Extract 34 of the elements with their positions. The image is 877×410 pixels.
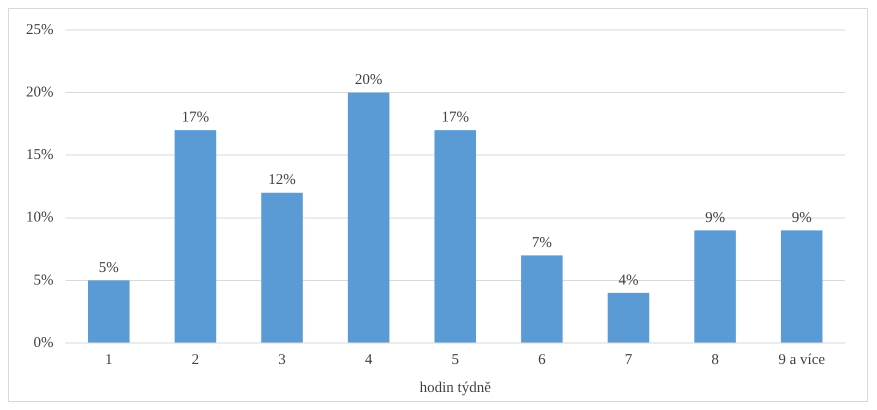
data-label: 9% xyxy=(705,210,726,226)
data-label: 12% xyxy=(268,172,296,188)
y-tick-label: 20% xyxy=(26,84,54,101)
data-label: 17% xyxy=(442,110,469,126)
x-tick-label: 8 xyxy=(711,352,719,368)
y-tick-label: 10% xyxy=(26,210,54,226)
x-tick-label: 9 a více xyxy=(778,352,826,368)
bar xyxy=(348,92,390,342)
y-tick-label: 0% xyxy=(33,334,54,351)
x-tick-label: 6 xyxy=(538,352,546,368)
bar xyxy=(174,130,216,342)
bar xyxy=(521,255,563,342)
data-label: 17% xyxy=(182,110,210,126)
y-tick-label: 5% xyxy=(33,272,54,288)
x-axis-title: hodin týdně xyxy=(420,380,492,396)
x-tick-label: 4 xyxy=(364,352,373,368)
bar xyxy=(694,230,736,342)
y-tick-label: 25% xyxy=(26,22,54,38)
x-tick-label: 2 xyxy=(192,352,200,368)
data-label: 4% xyxy=(618,272,638,288)
data-label: 20% xyxy=(354,72,382,88)
bar xyxy=(434,130,476,342)
bar xyxy=(780,230,822,342)
x-tick-label: 1 xyxy=(105,352,113,368)
bar xyxy=(88,280,130,342)
data-label: 9% xyxy=(792,210,812,226)
x-tick-label: 5 xyxy=(452,352,459,368)
y-tick-label: 15% xyxy=(26,147,54,164)
bar xyxy=(261,192,303,342)
x-tick-label: 3 xyxy=(278,352,286,368)
data-label: 5% xyxy=(98,260,119,276)
x-tick-label: 7 xyxy=(624,352,633,368)
data-label: 7% xyxy=(532,234,552,251)
bar xyxy=(608,292,650,342)
